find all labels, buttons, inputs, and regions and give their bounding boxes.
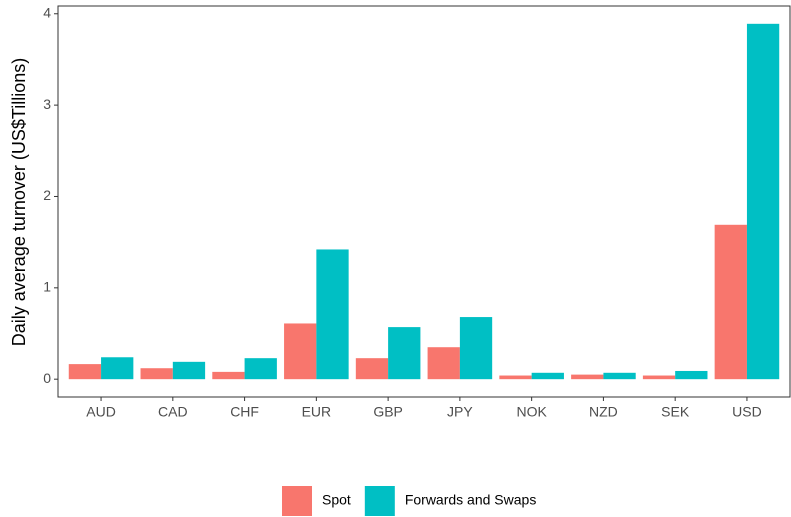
panel-border — [57, 5, 791, 398]
legend-swatch — [364, 486, 395, 516]
legend-swatch — [282, 486, 312, 516]
y-tick-label: 2 — [43, 187, 51, 203]
legend-label: Spot — [322, 492, 351, 508]
x-tick-label: NZD — [589, 404, 618, 420]
x-tick-label: SEK — [661, 404, 690, 420]
x-tick-label: AUD — [86, 404, 116, 420]
bar — [101, 357, 134, 380]
bar — [68, 364, 102, 380]
bar — [531, 372, 564, 380]
legend-label: Forwards and Swaps — [405, 492, 537, 508]
bar — [714, 224, 747, 380]
x-tick-label: EUR — [302, 404, 332, 420]
bar — [642, 375, 676, 380]
bar — [284, 323, 317, 380]
bar — [244, 358, 277, 380]
x-tick-label: USD — [732, 404, 762, 420]
x-tick-label: CAD — [158, 404, 188, 420]
y-tick-label: 1 — [43, 279, 51, 295]
bar — [355, 358, 389, 380]
y-tick-label: 4 — [43, 4, 51, 20]
bar — [212, 371, 245, 380]
x-tick-label: NOK — [516, 404, 547, 420]
bar — [603, 372, 636, 380]
y-axis-title: Daily average turnover (US$Tillions) — [9, 58, 29, 346]
bar — [499, 375, 532, 380]
x-tick-label: CHF — [230, 404, 259, 420]
bar — [316, 249, 349, 380]
bar — [172, 361, 206, 380]
y-tick-label: 3 — [43, 96, 51, 112]
bar — [571, 374, 604, 380]
bar — [675, 370, 708, 380]
x-tick-label: GBP — [373, 404, 403, 420]
bar — [427, 347, 460, 380]
bar — [388, 327, 421, 380]
bar — [746, 23, 780, 380]
bar — [140, 368, 173, 380]
y-tick-label: 0 — [43, 370, 51, 386]
bar — [459, 317, 493, 380]
x-tick-label: JPY — [447, 404, 473, 420]
